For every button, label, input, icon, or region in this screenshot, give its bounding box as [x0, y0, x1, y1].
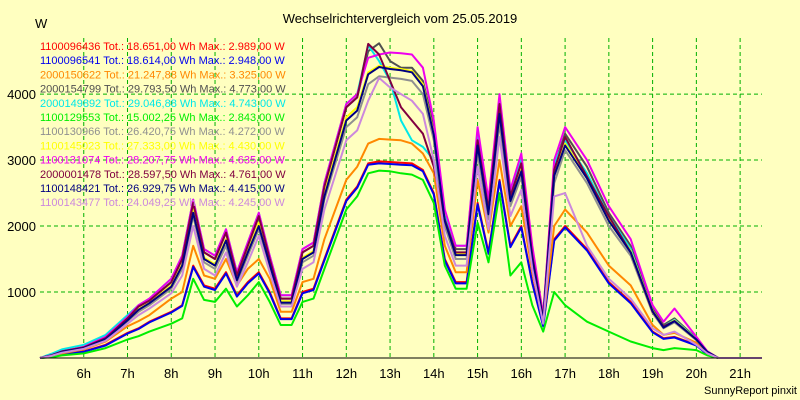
legend: 1100096436 Tot.: 18.651,00 Wh Max.: 2.98… [40, 41, 286, 209]
x-tick-label: 17h [554, 366, 576, 381]
legend-entry: 1100096541 Tot.: 18.614,00 Wh Max.: 2.94… [40, 55, 285, 67]
legend-entry: 1100143477 Tot.: 24.049,25 Wh Max.: 4.24… [40, 197, 285, 209]
x-tick-label: 7h [120, 366, 134, 381]
y-axis-label: W [35, 16, 48, 31]
x-tick-label: 13h [379, 366, 401, 381]
series-line-1100148421 [39, 66, 762, 359]
legend-entry: 1100096436 Tot.: 18.651,00 Wh Max.: 2.98… [40, 41, 285, 53]
x-tick-label: 11h [292, 366, 313, 381]
legend-entry: 2000001478 Tot.: 28.597,50 Wh Max.: 4.76… [40, 169, 286, 181]
x-tick-label: 9h [208, 366, 222, 381]
axes: 6h 7h 8h 9h 10h 11h 12h 13h 14h 15h 16h 17h 18h 19h 20… [7, 87, 762, 381]
legend-entry: 1100129553 Tot.: 15.002,25 Wh Max.: 2.84… [40, 112, 285, 124]
y-tick-label: 1000 [7, 285, 36, 300]
x-tick-label: 20h [686, 366, 708, 381]
x-tick-label: 8h [164, 366, 178, 381]
series-lines [39, 42, 762, 359]
x-tick-label: 15h [467, 366, 489, 381]
chart-title: Wechselrichtervergleich vom 25.05.2019 [283, 11, 518, 26]
series-line-2000001478 [39, 42, 762, 359]
y-tick-label: 4000 [7, 87, 36, 102]
legend-entry: 2000150622 Tot.: 21.247,88 Wh Max.: 3.32… [40, 69, 286, 81]
x-tick-label: 21h [729, 366, 751, 381]
legend-entry: 1100148421 Tot.: 26.929,75 Wh Max.: 4.41… [40, 183, 285, 195]
legend-entry: 1100130966 Tot.: 26.420,75 Wh Max.: 4.27… [40, 126, 285, 138]
legend-entry: 1100131074 Tot.: 28.207,75 Wh Max.: 4.63… [40, 155, 285, 167]
x-tick-label: 12h [335, 366, 357, 381]
x-tick-label: 16h [510, 366, 532, 381]
series-line-1100129553 [39, 169, 762, 359]
x-tick-label: 6h [77, 366, 91, 381]
x-tick-label: 19h [642, 366, 664, 381]
y-tick-label: 3000 [7, 153, 36, 168]
series-line-1100143477 [39, 76, 762, 359]
legend-entry: 2000149892 Tot.: 29.046,88 Wh Max.: 4.74… [40, 98, 286, 110]
legend-entry: 2000154799 Tot.: 29.793,50 Wh Max.: 4.77… [40, 84, 286, 96]
series-line-1100096541 [39, 162, 762, 359]
y-tick-label: 2000 [7, 219, 36, 234]
footer-credit: SunnyReport pinxit [704, 385, 797, 397]
series-line-1100130966 [39, 75, 762, 359]
series-line-2000150622 [39, 137, 762, 359]
x-tick-label: 14h [423, 366, 445, 381]
legend-entry: 1100145023 Tot.: 27.333,00 Wh Max.: 4.43… [40, 140, 285, 152]
x-tick-label: 10h [248, 366, 270, 381]
x-tick-label: 18h [598, 366, 620, 381]
